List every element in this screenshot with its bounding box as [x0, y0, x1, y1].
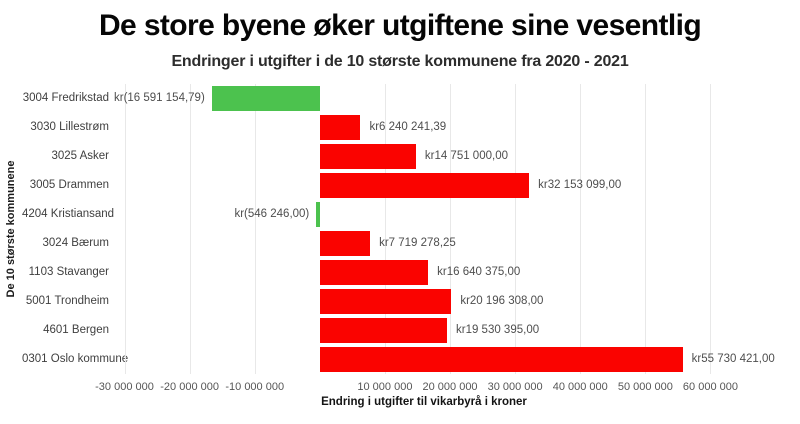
x-tick-label: -30 000 000	[95, 380, 154, 393]
bar-row: kr16 640 375,00	[118, 258, 730, 287]
category-label: 1103 Stavanger	[28, 265, 109, 278]
x-tick-label: -20 000 000	[160, 380, 219, 393]
bar-row: kr32 153 099,00	[118, 171, 730, 200]
bar-row: kr55 730 421,00	[118, 345, 775, 374]
category-label: 3024 Bærum	[42, 236, 109, 249]
x-axis: -30 000 000 -20 000 000 -10 000 000 10 000 …	[0, 374, 800, 396]
y-axis-title: De 10 største kommunene	[5, 160, 17, 297]
gridline	[515, 83, 517, 374]
category-label: 3004 Fredrikstad	[22, 91, 109, 104]
x-tick-strip: -30 000 000 -20 000 000 -10 000 000 10 000 …	[95, 374, 738, 396]
gridline	[189, 83, 191, 374]
gridline	[384, 83, 386, 374]
gridline	[580, 83, 582, 374]
category-label: 3025 Asker	[51, 149, 109, 162]
bar-value-label: kr32 153 099,00	[538, 178, 622, 191]
bar-row: kr19 530 395,00	[118, 316, 730, 345]
chart-subtitle: Endringer i utgifter i de 10 største kom…	[171, 52, 629, 70]
bar-value-label: kr14 751 000,00	[424, 149, 508, 162]
bar-value-label: kr19 530 395,00	[455, 323, 540, 336]
x-tick-label: 40 000 000	[552, 380, 608, 393]
chart-title: De store byene øker utgiftene sine vesen…	[98, 9, 702, 42]
bar-row: kr20 196 308,00	[118, 287, 730, 316]
x-tick-label: 20 000 000	[422, 380, 478, 393]
bar	[319, 259, 429, 285]
y-axis-title-column: De 10 største kommunene	[0, 84, 22, 374]
gridline	[710, 83, 712, 374]
gridline	[124, 83, 126, 374]
bar	[211, 85, 320, 111]
bars-layer: kr(16 591 154,79) kr6 240 241,39 kr14 751 …	[114, 84, 775, 374]
chart-page: De store byene øker utgiftene sine vesen…	[0, 9, 800, 424]
category-label: 0301 Oslo kommune	[22, 352, 129, 365]
x-axis-title-spacer	[0, 396, 118, 408]
gridline	[254, 83, 256, 374]
plot-area: kr(16 591 154,79) kr6 240 241,39 kr14 751 …	[114, 83, 775, 374]
bar-value-label: kr7 719 278,25	[379, 236, 456, 249]
x-tick-label: 30 000 000	[487, 380, 543, 393]
gridline	[450, 83, 452, 374]
bar	[319, 230, 371, 256]
bar-row: kr14 751 000,00	[118, 142, 730, 171]
bar	[319, 143, 416, 169]
bar-value-label: kr6 240 241,39	[369, 120, 447, 133]
category-axis: 3004 Fredrikstad 3030 Lillestrøm 3025 Aske…	[22, 84, 129, 374]
bar	[319, 114, 361, 140]
bar-row: kr(16 591 154,79)	[114, 84, 730, 113]
x-tick-label: 50 000 000	[617, 380, 673, 393]
gridline	[645, 83, 647, 374]
category-label: 4601 Bergen	[43, 323, 109, 336]
bar-row: kr7 719 278,25	[118, 229, 730, 258]
category-label: 3030 Lillestrøm	[30, 120, 109, 133]
bar	[319, 317, 447, 343]
bar-value-label: kr16 640 375,00	[437, 265, 521, 278]
chart-area: De 10 største kommunene 3004 Fredrikstad…	[0, 83, 800, 374]
bar	[319, 288, 452, 314]
bar-value-label: kr(16 591 154,79)	[114, 91, 205, 104]
bar-row: kr6 240 241,39	[118, 113, 730, 142]
bar	[319, 172, 530, 198]
category-label: 3005 Drammen	[29, 178, 109, 191]
bar-row: kr(546 246,00)	[118, 200, 730, 229]
bar-value-label: kr20 196 308,00	[460, 294, 544, 307]
bar-value-label: kr55 730 421,00	[691, 352, 775, 365]
category-label: 4204 Kristiansand	[22, 207, 115, 220]
bar	[319, 346, 683, 372]
bar-value-label: kr(546 246,00)	[234, 207, 310, 220]
x-axis-title: Endring i utgifter til vikarbyrå i krone…	[321, 395, 527, 408]
x-axis-title-row: Endring i utgifter til vikarbyrå i krone…	[0, 396, 800, 408]
x-tick-label: 60 000 000	[682, 380, 738, 393]
x-tick-label: 10 000 000	[357, 380, 413, 393]
category-label: 5001 Trondheim	[25, 294, 109, 307]
bar	[316, 201, 320, 227]
x-tick-label: -10 000 000	[225, 380, 285, 393]
